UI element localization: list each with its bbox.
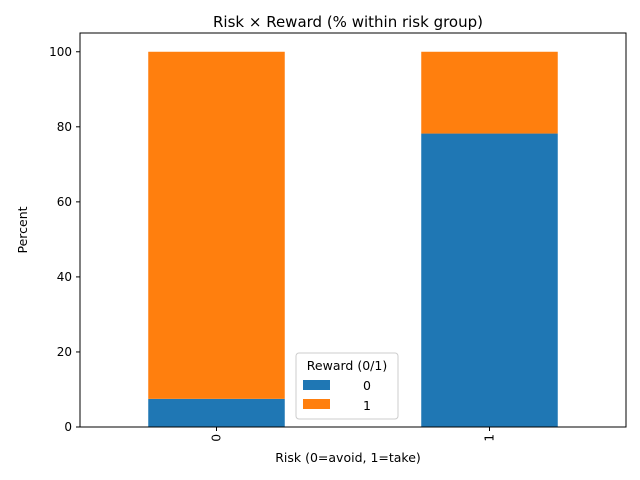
legend-title: Reward (0/1)	[307, 358, 387, 373]
legend-label-reward-0: 0	[363, 378, 371, 393]
legend-swatch-reward-0	[303, 380, 330, 390]
legend-label-reward-1: 1	[363, 398, 371, 413]
plot-area	[148, 51, 558, 427]
x-tick-label: 0	[210, 434, 224, 442]
bar-risk-0-reward-0	[148, 398, 285, 427]
chart-title: Risk × Reward (% within risk group)	[213, 13, 483, 31]
bar-risk-0-reward-1	[148, 51, 285, 399]
y-tick-label: 40	[57, 270, 72, 284]
legend-swatch-reward-1	[303, 399, 330, 409]
y-axis-label: Percent	[15, 206, 30, 253]
y-tick-label: 0	[64, 420, 72, 434]
y-tick-label: 60	[57, 195, 72, 209]
x-axis-label: Risk (0=avoid, 1=take)	[275, 450, 421, 465]
x-tick-label: 1	[483, 434, 497, 442]
bar-risk-1-reward-1	[421, 51, 558, 134]
plot-frame	[79, 32, 627, 428]
y-tick-label: 80	[57, 120, 72, 134]
y-tick-label: 20	[57, 345, 72, 359]
y-tick-label: 100	[49, 45, 72, 59]
bar-risk-1-reward-0	[421, 133, 558, 427]
legend: Reward (0/1) 0 1	[295, 352, 399, 420]
